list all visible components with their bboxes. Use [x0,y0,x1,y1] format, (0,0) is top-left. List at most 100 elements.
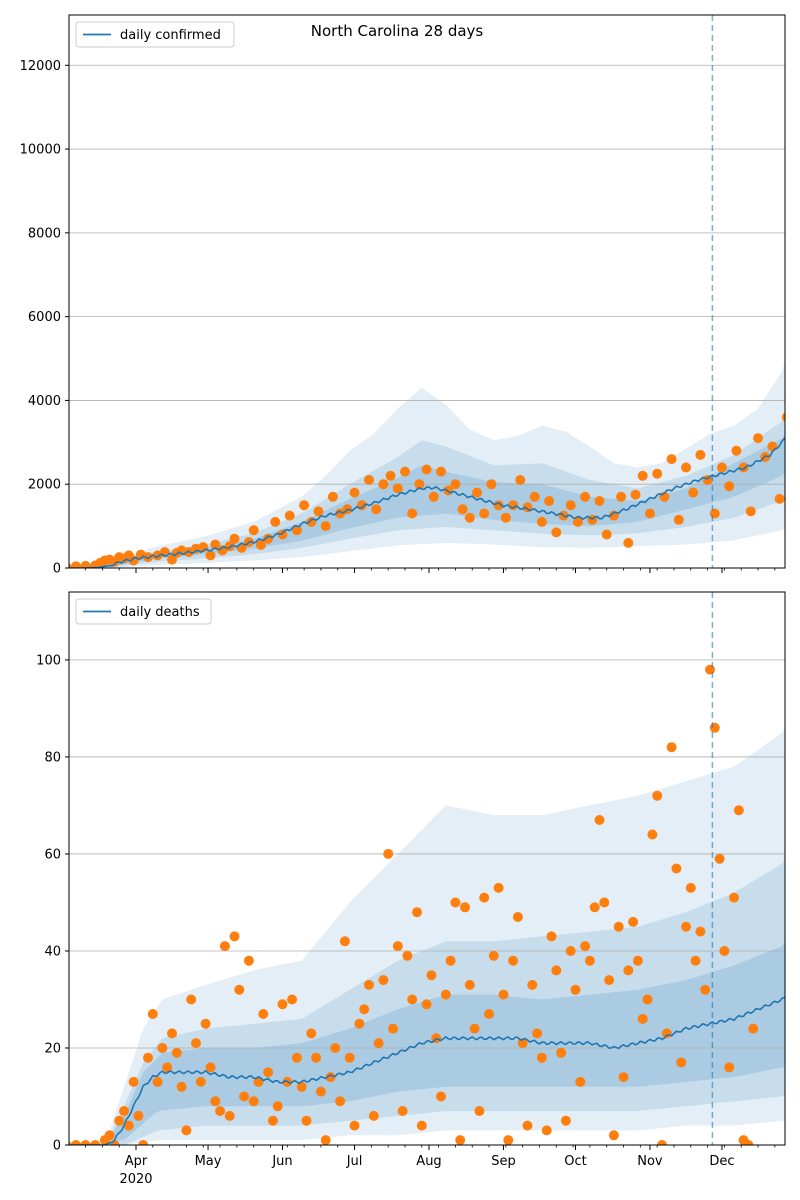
deaths-observed-point [748,1023,759,1034]
deaths-observed-point [623,965,634,976]
deaths-observed-point [560,1115,571,1126]
deaths-band-group [69,726,785,1145]
deaths-observed-point [191,1038,201,1049]
confirmed-observed-point [688,487,699,498]
deaths-observed-point [652,790,663,801]
confirmed-observed-point [551,527,562,538]
deaths-observed-point [128,1076,139,1087]
deaths-observed-point [498,989,509,1000]
deaths-observed-point [143,1052,153,1063]
deaths-ytick-label: 100 [36,653,61,668]
deaths-observed-point [287,994,298,1005]
confirmed-observed-points [69,412,800,568]
deaths-grid [69,659,785,1049]
deaths-observed-point [368,1110,379,1121]
deaths-ytick-label: 80 [44,750,61,765]
deaths-observed-point [671,863,682,874]
deaths-observed-point [325,1072,336,1083]
confirmed-observed-point [493,500,504,511]
deaths-observed-point [243,955,254,966]
confirmed-ytick-label: 8000 [28,226,61,241]
deaths-chart: 0 20 40 60 80 100 Apr May Jun Jul Aug Sep Oct Nov Dec… [36,591,786,1187]
deaths-observed-point [354,1018,365,1029]
confirmed-ytick-label: 4000 [28,394,61,409]
deaths-observed-point [714,853,725,864]
deaths-observed-point [186,994,197,1005]
deaths-observed-point [383,848,394,859]
deaths-median-group [69,996,785,1145]
confirmed-observed-point [796,421,800,431]
confirmed-observed-point [616,491,627,502]
deaths-ytick-label: 0 [53,1139,61,1154]
deaths-observed-point [512,912,523,922]
confirmed-observed-point [645,508,655,519]
confirmed-ytick-label: 2000 [28,478,61,493]
deaths-observed-point [71,1140,81,1145]
deaths-observed-point [589,902,600,913]
confirmed-observed-point [407,508,418,519]
deaths-observed-point [719,946,730,956]
confirmed-observed-point [472,487,482,498]
deaths-observed-point [301,1115,312,1126]
deaths-observed-point [80,1140,91,1145]
confirmed-observed-point [327,491,338,502]
deaths-observed-point [575,1076,586,1087]
confirmed-legend-label: daily confirmed [120,28,221,43]
deaths-ytick-label: 40 [44,944,61,959]
confirmed-observed-point [515,475,526,485]
deaths-observed-point [152,1076,163,1087]
confirmed-observed-point [414,479,425,490]
deaths-observed-points [69,664,759,1145]
month-label: Sep [491,1154,516,1169]
deaths-observed-point [330,1043,341,1053]
deaths-observed-point [215,1106,226,1116]
confirmed-observed-point [255,540,266,550]
deaths-observed-point [296,1081,307,1092]
confirmed-observed-point [738,462,749,473]
deaths-observed-point [580,941,591,952]
confirmed-observed-point [428,491,439,502]
confirmed-observed-point [210,539,221,550]
deaths-observed-point [167,1028,177,1039]
deaths-observed-point [642,994,653,1005]
deaths-observed-point [685,882,696,893]
deaths-observed-point [484,1009,494,1019]
deaths-observed-point [565,946,576,956]
deaths-observed-point [335,1096,346,1107]
deaths-observed-point [421,999,432,1010]
deaths-observed-point [248,1096,259,1107]
confirmed-band-group [69,361,785,568]
deaths-observed-point [69,1140,72,1145]
deaths-observed-point [584,955,595,966]
confirmed-y-axis: 0 2000 4000 6000 8000 10000 12000 [20,59,69,577]
deaths-observed-point [570,984,581,995]
confirmed-median-line [69,437,785,568]
confirmed-ytick-label: 10000 [20,143,61,158]
deaths-observed-point [479,892,490,903]
deaths-observed-point [133,1110,144,1121]
deaths-observed-point [171,1047,182,1058]
deaths-observed-point [157,1043,168,1053]
confirmed-observed-point [229,533,240,544]
deaths-observed-point [551,965,562,976]
deaths-legend-box [75,598,212,625]
deaths-observed-point [219,941,230,952]
deaths-observed-point [147,1009,158,1019]
year-label: 2020 [119,1172,152,1187]
deaths-observed-point [743,1140,754,1145]
confirmed-observed-point [436,466,446,477]
confirmed-observed-point [464,512,475,523]
deaths-observed-point [224,1110,235,1121]
deaths-x-ticks [85,1145,776,1150]
deaths-observed-point [253,1076,264,1087]
deaths-observed-point [508,955,519,966]
confirmed-observed-point [774,493,785,504]
confirmed-observed-point [681,462,691,473]
month-label: Dec [709,1154,734,1169]
deaths-observed-point [613,921,624,932]
confirmed-observed-point [500,512,511,523]
deaths-observed-point [594,815,605,825]
deaths-observed-point [205,1062,216,1073]
month-label: Oct [564,1154,586,1169]
